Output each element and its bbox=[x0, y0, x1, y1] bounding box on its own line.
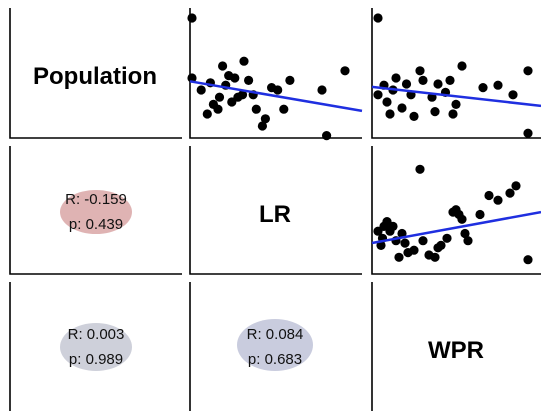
scatter-point bbox=[397, 103, 407, 113]
correlation-r-value: R: -0.159 bbox=[65, 191, 127, 208]
scatter-point bbox=[457, 214, 467, 224]
correlation-r-value: R: 0.084 bbox=[247, 326, 304, 343]
scatter-point bbox=[214, 92, 225, 102]
axis-pop-pop bbox=[9, 8, 182, 139]
scatter-point bbox=[187, 13, 197, 23]
correlation-cell-lr-wpr: R: 0.084 p: 0.683 bbox=[237, 319, 313, 371]
scatter-point bbox=[511, 181, 521, 191]
scatter-point bbox=[322, 131, 332, 141]
scatter-point bbox=[244, 75, 254, 85]
scatter-point bbox=[230, 73, 240, 83]
scatter-point bbox=[430, 107, 440, 117]
scatter-point bbox=[213, 104, 223, 114]
scatter-point bbox=[273, 85, 283, 95]
correlation-p-value: p: 0.439 bbox=[69, 216, 123, 233]
correlation-cell-population-lr: R: -0.159 p: 0.439 bbox=[60, 190, 132, 234]
scatter-point bbox=[260, 114, 270, 124]
scatter-point bbox=[523, 255, 533, 265]
scatter-point bbox=[251, 104, 261, 114]
scatter-point bbox=[237, 90, 248, 100]
scatter-point bbox=[418, 75, 428, 85]
scatter-point bbox=[409, 245, 419, 255]
scatter-point bbox=[202, 109, 212, 119]
correlation-r-value: R: 0.003 bbox=[68, 326, 125, 343]
scatter-point bbox=[478, 83, 488, 93]
regression-line bbox=[371, 210, 541, 245]
scatter-point bbox=[433, 79, 443, 89]
regression-line bbox=[371, 85, 541, 108]
correlation-ellipse bbox=[60, 323, 132, 371]
axis-wpr-pop bbox=[371, 8, 541, 139]
scatter-point bbox=[218, 61, 228, 71]
axis-lr-lr bbox=[189, 146, 362, 275]
scatter-point bbox=[391, 73, 401, 83]
scatter-point bbox=[385, 109, 395, 119]
scatter-point bbox=[388, 221, 398, 231]
scatter-panel-wpr-vs-population bbox=[371, 13, 541, 138]
scatter-point bbox=[493, 195, 503, 205]
variable-label-population: Population bbox=[33, 63, 157, 90]
axis-lr-pop bbox=[189, 8, 362, 139]
scatter-point bbox=[418, 236, 428, 246]
scatter-point bbox=[397, 228, 407, 239]
scatter-point bbox=[436, 240, 446, 250]
scatter-point bbox=[376, 240, 386, 250]
scatter-point bbox=[442, 233, 452, 243]
correlation-ellipse bbox=[237, 319, 313, 371]
scatter-panel-wpr-vs-lr bbox=[371, 164, 541, 265]
scatter-point bbox=[445, 75, 455, 85]
scatter-point bbox=[373, 90, 383, 100]
correlation-ellipse bbox=[60, 190, 132, 234]
panel-axes bbox=[9, 8, 541, 411]
scatter-point bbox=[460, 228, 470, 239]
scatter-point bbox=[373, 13, 383, 23]
scatter-point bbox=[239, 56, 249, 66]
scatter-point bbox=[400, 238, 410, 248]
scatter-point bbox=[279, 104, 289, 114]
correlation-p-value: p: 0.683 bbox=[248, 351, 302, 368]
scatter-point bbox=[317, 85, 327, 95]
variable-label-wpr: WPR bbox=[428, 337, 484, 364]
scatter-point bbox=[415, 66, 425, 76]
scatter-point bbox=[382, 97, 392, 107]
axis-wpr-lr bbox=[371, 146, 541, 275]
scatter-point bbox=[401, 79, 412, 89]
scatter-point bbox=[523, 128, 533, 138]
scatter-point bbox=[463, 236, 473, 246]
scatter-point bbox=[409, 111, 419, 121]
scatter-panel-lr-vs-population bbox=[187, 13, 363, 141]
scatter-point bbox=[340, 66, 350, 76]
scatter-point bbox=[430, 252, 440, 262]
scatter-point bbox=[394, 252, 404, 262]
axis-pop-lr bbox=[9, 146, 182, 275]
scatter-point bbox=[451, 99, 461, 109]
scatter-point bbox=[523, 66, 533, 76]
scatter-point bbox=[196, 85, 206, 95]
scatter-point bbox=[505, 188, 515, 198]
scatter-point bbox=[415, 164, 425, 174]
correlation-p-value: p: 0.989 bbox=[69, 351, 123, 368]
variable-label-lr: LR bbox=[259, 201, 291, 228]
scatter-point bbox=[448, 109, 458, 119]
scatter-point bbox=[285, 75, 295, 85]
scatter-point bbox=[187, 73, 197, 83]
scatter-point bbox=[257, 121, 267, 131]
scatter-point bbox=[493, 80, 503, 90]
scatter-point bbox=[484, 190, 494, 201]
scatter-point bbox=[508, 90, 518, 100]
regression-line bbox=[189, 80, 363, 113]
correlation-cell-population-wpr: R: 0.003 p: 0.989 bbox=[60, 323, 132, 371]
scatter-point bbox=[457, 61, 467, 71]
scatter-point bbox=[475, 209, 485, 220]
